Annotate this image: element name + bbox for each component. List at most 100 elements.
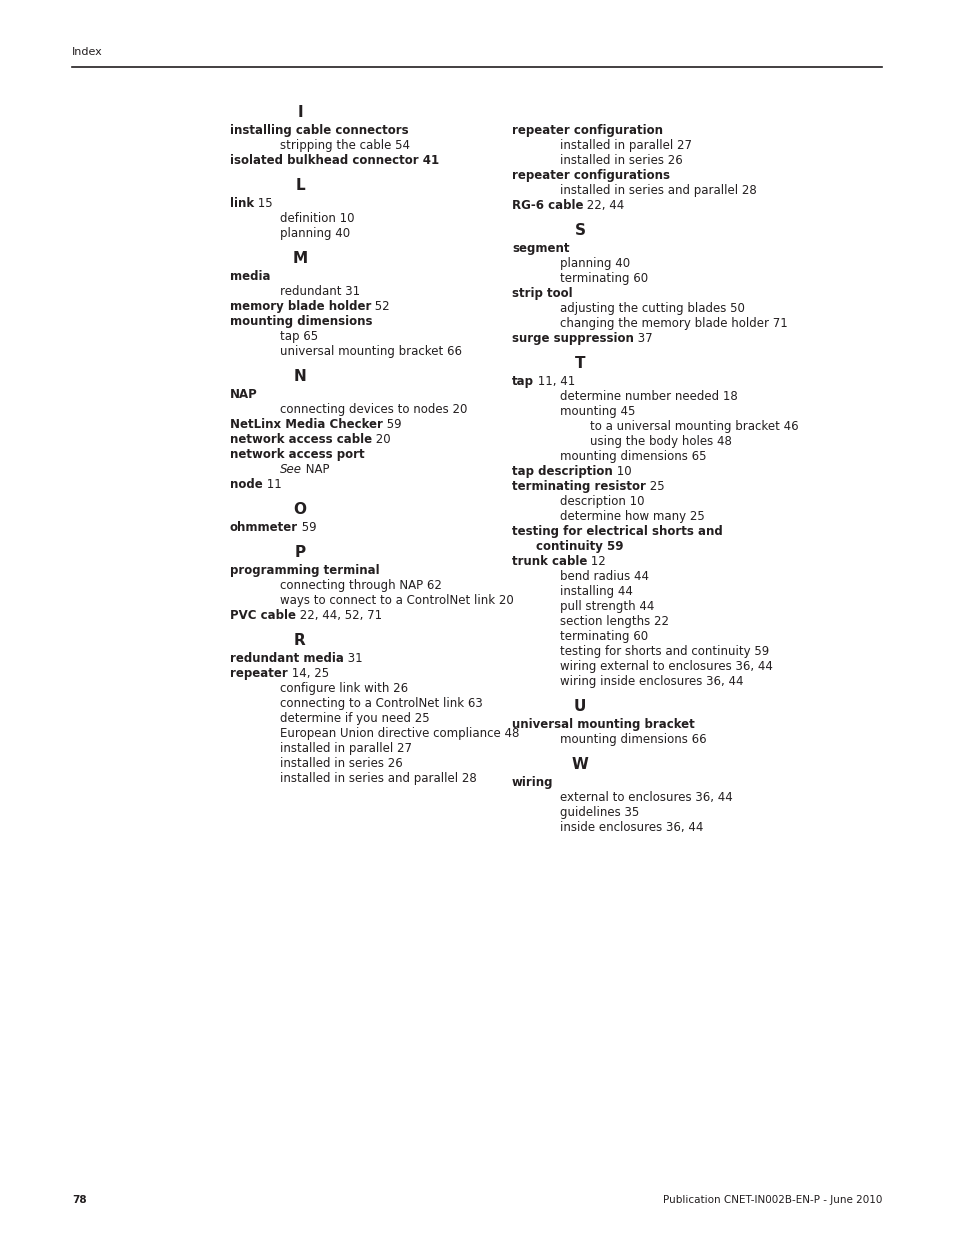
Text: repeater configurations: repeater configurations [512, 169, 669, 182]
Text: PVC cable: PVC cable [230, 609, 295, 622]
Text: terminating resistor: terminating resistor [512, 480, 645, 493]
Text: mounting dimensions 65: mounting dimensions 65 [559, 450, 706, 463]
Text: wiring inside enclosures 36, 44: wiring inside enclosures 36, 44 [559, 676, 742, 688]
Text: bend radius 44: bend radius 44 [559, 571, 648, 583]
Text: installed in parallel 27: installed in parallel 27 [280, 742, 412, 755]
Text: pull strength 44: pull strength 44 [559, 600, 654, 613]
Text: European Union directive compliance 48: European Union directive compliance 48 [280, 727, 518, 740]
Text: 22, 44: 22, 44 [583, 199, 624, 212]
Text: Index: Index [71, 47, 103, 57]
Text: network access cable: network access cable [230, 433, 372, 446]
Text: universal mounting bracket: universal mounting bracket [512, 718, 694, 731]
Text: definition 10: definition 10 [280, 212, 355, 225]
Text: memory blade holder: memory blade holder [230, 300, 371, 312]
Text: surge suppression: surge suppression [512, 332, 633, 345]
Text: R: R [294, 634, 306, 648]
Text: connecting to a ControlNet link 63: connecting to a ControlNet link 63 [280, 697, 482, 710]
Text: S: S [574, 224, 585, 238]
Text: guidelines 35: guidelines 35 [559, 806, 639, 819]
Text: external to enclosures 36, 44: external to enclosures 36, 44 [559, 790, 732, 804]
Text: changing the memory blade holder 71: changing the memory blade holder 71 [559, 317, 787, 330]
Text: installed in series and parallel 28: installed in series and parallel 28 [280, 772, 476, 785]
Text: 12: 12 [587, 555, 605, 568]
Text: using the body holes 48: using the body holes 48 [589, 435, 731, 448]
Text: testing for electrical shorts and: testing for electrical shorts and [512, 525, 722, 538]
Text: stripping the cable 54: stripping the cable 54 [280, 140, 410, 152]
Text: universal mounting bracket 66: universal mounting bracket 66 [280, 345, 461, 358]
Text: wiring: wiring [512, 776, 553, 789]
Text: link: link [230, 198, 253, 210]
Text: T: T [574, 356, 584, 370]
Text: redundant 31: redundant 31 [280, 285, 359, 298]
Text: I: I [297, 105, 302, 120]
Text: 37: 37 [633, 332, 652, 345]
Text: tap description: tap description [512, 466, 612, 478]
Text: programming terminal: programming terminal [230, 564, 379, 577]
Text: 78: 78 [71, 1195, 87, 1205]
Text: connecting through NAP 62: connecting through NAP 62 [280, 579, 441, 592]
Text: M: M [293, 251, 307, 266]
Text: installed in parallel 27: installed in parallel 27 [559, 140, 691, 152]
Text: 22, 44, 52, 71: 22, 44, 52, 71 [295, 609, 382, 622]
Text: RG-6 cable: RG-6 cable [512, 199, 583, 212]
Text: section lengths 22: section lengths 22 [559, 615, 668, 629]
Text: 10: 10 [612, 466, 631, 478]
Text: terminating 60: terminating 60 [559, 630, 647, 643]
Text: adjusting the cutting blades 50: adjusting the cutting blades 50 [559, 303, 744, 315]
Text: isolated bulkhead connector 41: isolated bulkhead connector 41 [230, 154, 438, 167]
Text: 15: 15 [253, 198, 273, 210]
Text: mounting dimensions 66: mounting dimensions 66 [559, 734, 706, 746]
Text: repeater: repeater [230, 667, 288, 680]
Text: inside enclosures 36, 44: inside enclosures 36, 44 [559, 821, 702, 834]
Text: L: L [294, 178, 305, 193]
Text: installed in series and parallel 28: installed in series and parallel 28 [559, 184, 756, 198]
Text: NAP: NAP [302, 463, 329, 475]
Text: installing cable connectors: installing cable connectors [230, 124, 408, 137]
Text: mounting 45: mounting 45 [559, 405, 635, 417]
Text: network access port: network access port [230, 448, 364, 461]
Text: See: See [280, 463, 302, 475]
Text: node: node [230, 478, 262, 492]
Text: connecting devices to nodes 20: connecting devices to nodes 20 [280, 403, 467, 416]
Text: repeater configuration: repeater configuration [512, 124, 662, 137]
Text: segment: segment [512, 242, 569, 254]
Text: U: U [573, 699, 585, 714]
Text: determine if you need 25: determine if you need 25 [280, 713, 429, 725]
Text: N: N [294, 369, 306, 384]
Text: installed in series 26: installed in series 26 [559, 154, 682, 167]
Text: description 10: description 10 [559, 495, 644, 508]
Text: P: P [294, 545, 305, 559]
Text: 20: 20 [372, 433, 391, 446]
Text: determine how many 25: determine how many 25 [559, 510, 704, 522]
Text: testing for shorts and continuity 59: testing for shorts and continuity 59 [559, 645, 768, 658]
Text: installing 44: installing 44 [559, 585, 632, 598]
Text: wiring external to enclosures 36, 44: wiring external to enclosures 36, 44 [559, 659, 772, 673]
Text: 14, 25: 14, 25 [288, 667, 329, 680]
Text: W: W [571, 757, 588, 772]
Text: ohmmeter: ohmmeter [230, 521, 297, 534]
Text: mounting dimensions: mounting dimensions [230, 315, 372, 329]
Text: trunk cable: trunk cable [512, 555, 587, 568]
Text: redundant media: redundant media [230, 652, 343, 664]
Text: tap: tap [512, 375, 534, 388]
Text: NetLinx Media Checker: NetLinx Media Checker [230, 417, 382, 431]
Text: tap 65: tap 65 [280, 330, 317, 343]
Text: to a universal mounting bracket 46: to a universal mounting bracket 46 [589, 420, 798, 433]
Text: strip tool: strip tool [512, 287, 572, 300]
Text: 11: 11 [262, 478, 281, 492]
Text: 52: 52 [371, 300, 390, 312]
Text: media: media [230, 270, 271, 283]
Text: continuity 59: continuity 59 [536, 540, 623, 553]
Text: 59: 59 [382, 417, 401, 431]
Text: installed in series 26: installed in series 26 [280, 757, 402, 769]
Text: ways to connect to a ControlNet link 20: ways to connect to a ControlNet link 20 [280, 594, 514, 606]
Text: configure link with 26: configure link with 26 [280, 682, 408, 695]
Text: 59: 59 [297, 521, 316, 534]
Text: O: O [294, 501, 306, 517]
Text: 25: 25 [645, 480, 664, 493]
Text: NAP: NAP [230, 388, 257, 401]
Text: determine number needed 18: determine number needed 18 [559, 390, 737, 403]
Text: terminating 60: terminating 60 [559, 272, 647, 285]
Text: planning 40: planning 40 [559, 257, 630, 270]
Text: planning 40: planning 40 [280, 227, 350, 240]
